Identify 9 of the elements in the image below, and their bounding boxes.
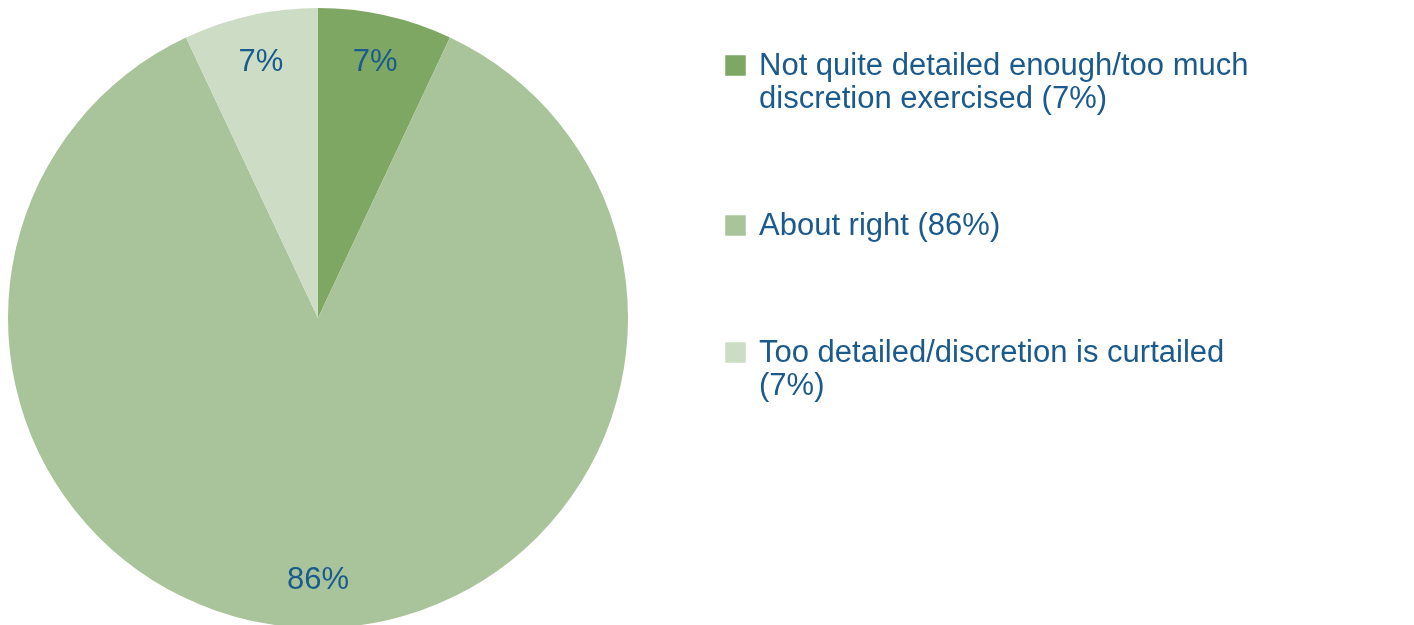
legend-label: Not quite detailed enough/too much discretion exercised (7%): [759, 46, 1249, 115]
legend-label: About right (86%): [759, 206, 1001, 242]
data-label: 7%: [352, 43, 398, 79]
legend-label: Too detailed/discretion is curtailed (7%): [759, 333, 1225, 402]
data-label: 86%: [286, 561, 350, 596]
data-label: 7%: [238, 43, 284, 79]
pie-slice: [8, 37, 628, 625]
pie-slice: [318, 8, 450, 318]
pie-slice: [186, 8, 318, 318]
